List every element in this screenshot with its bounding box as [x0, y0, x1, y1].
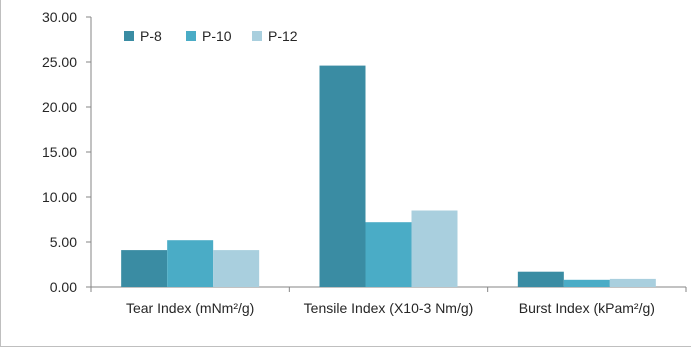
- bar-p-12-1: [213, 250, 260, 287]
- legend: P-8 P-10 P-12: [124, 28, 298, 44]
- bars-group: [121, 65, 656, 287]
- y-tick-label: 20.00: [42, 99, 77, 115]
- bar-p-8-3: [517, 271, 564, 287]
- legend-swatch-p-12: [252, 31, 262, 41]
- legend-swatch-p-8: [124, 31, 134, 41]
- bar-p-8-2: [319, 65, 366, 287]
- bar-p-8-1: [121, 250, 168, 287]
- bar-p-10-3: [563, 279, 610, 287]
- x-tick-label: Tear Index (mNm²/g): [126, 300, 254, 316]
- y-tick-label: 5.00: [50, 234, 77, 250]
- y-tick-label: 30.00: [42, 9, 77, 25]
- y-tick-label: 15.00: [42, 144, 77, 160]
- bar-p-10-1: [167, 240, 214, 287]
- y-tick-label: 0.00: [50, 279, 77, 295]
- y-tick-label: 10.00: [42, 189, 77, 205]
- x-axis: Tear Index (mNm²/g) Tensile Index (X10-3 …: [90, 286, 687, 316]
- bar-p-12-2: [411, 210, 458, 287]
- bar-p-10-2: [365, 222, 412, 287]
- x-tick-label: Burst Index (kPam²/g): [519, 300, 655, 316]
- legend-swatch-p-10: [186, 31, 196, 41]
- x-tick-label: Tensile Index (X10-3 Nm/g): [304, 300, 474, 316]
- legend-label-p-8: P-8: [140, 28, 162, 44]
- legend-label-p-12: P-12: [268, 28, 298, 44]
- bar-p-12-3: [609, 278, 656, 287]
- y-tick-label: 25.00: [42, 54, 77, 70]
- y-axis: 0.00 5.00 10.00 15.00 20.00 25.00 30.00: [42, 9, 92, 295]
- legend-label-p-10: P-10: [202, 28, 232, 44]
